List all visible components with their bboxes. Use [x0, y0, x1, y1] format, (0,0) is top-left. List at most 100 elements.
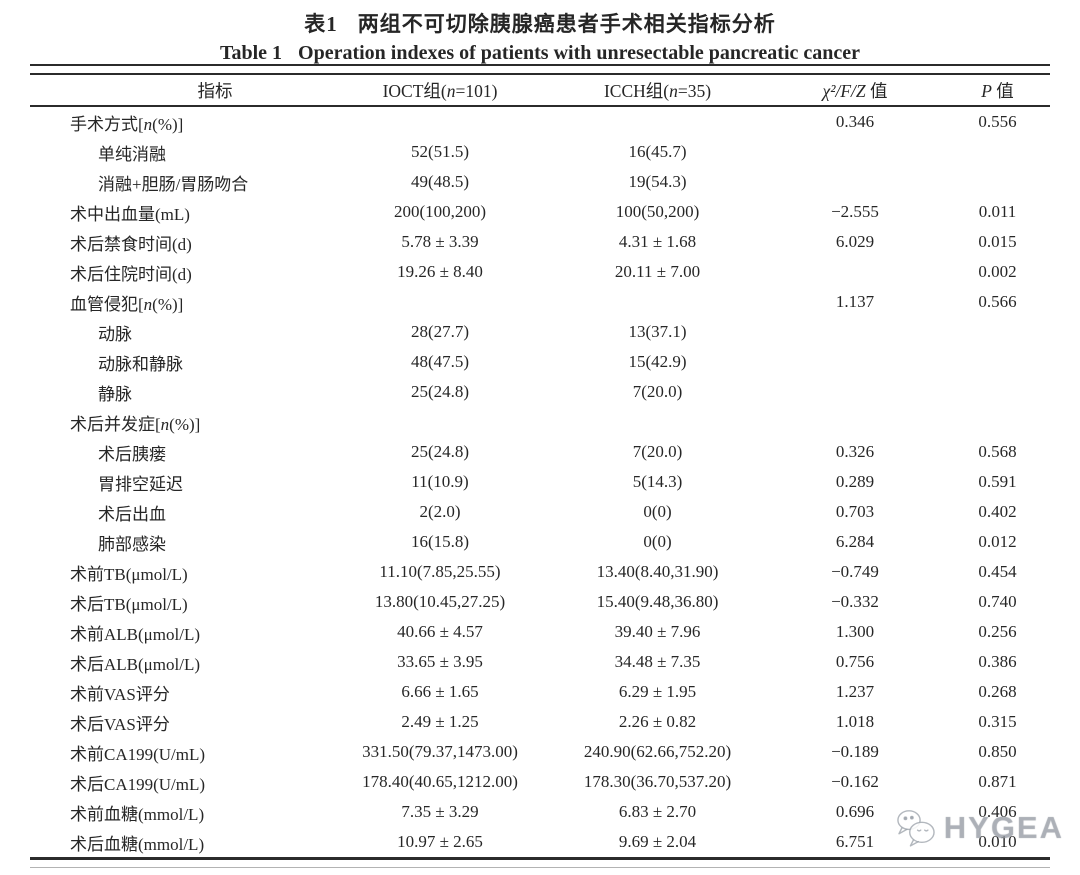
statistic-value: 0.346 [835, 112, 875, 131]
icch-value [550, 407, 765, 437]
row-label: 术中出血量(mL) [70, 204, 190, 224]
icch-value: 15(42.9) [628, 352, 687, 371]
table-bottom-rule [30, 857, 1050, 868]
row-label: 术后CA199(U/mL) [70, 774, 206, 794]
p-value: 0.002 [978, 262, 1017, 281]
p-value: 0.850 [978, 742, 1017, 761]
row-label: 术后并发症[n(%)] [70, 414, 201, 434]
table-body: 手术方式[n(%)] 0.346 0.556 单纯消融 52(51.5) 16(45.7)… [30, 106, 1050, 857]
ioct-value: 49(48.5) [410, 172, 470, 191]
ioct-value: 40.66 ± 4.57 [397, 622, 483, 641]
row-label: 术后VAS评分 [70, 714, 170, 734]
table-number-en: Table 1 [219, 42, 283, 64]
ioct-value: 33.65 ± 3.95 [397, 652, 483, 671]
row-label: 手术方式[n(%)] [70, 114, 184, 134]
ioct-value: 10.97 ± 2.65 [397, 832, 483, 851]
icch-value: 19(54.3) [628, 172, 687, 191]
icch-value: 6.29 ± 1.95 [618, 682, 697, 701]
icch-value: 4.31 ± 1.68 [618, 232, 697, 251]
table-row: 消融+胆肠/胃肠吻合 49(48.5) 19(54.3) [30, 167, 1050, 197]
table-row: 术前TB(μmol/L) 11.10(7.85,25.55) 13.40(8.40,… [30, 557, 1050, 587]
ioct-value: 19.26 ± 8.40 [397, 262, 483, 281]
icch-value: 0(0) [643, 502, 672, 521]
p-value: 0.256 [978, 622, 1017, 641]
p-value [945, 137, 1050, 167]
statistic-value: 0.696 [835, 802, 875, 821]
row-label: 动脉 [98, 324, 132, 344]
row-label: 术后胰瘘 [98, 444, 166, 464]
icch-value: 15.40(9.48,36.80) [596, 592, 719, 611]
icch-value: 6.83 ± 2.70 [618, 802, 697, 821]
table-row: 术前ALB(μmol/L) 40.66 ± 4.57 39.40 ± 7.96 1.3… [30, 617, 1050, 647]
statistic-value: 1.018 [835, 712, 875, 731]
p-value: 0.402 [978, 502, 1017, 521]
icch-value: 240.90(62.66,752.20) [583, 742, 732, 761]
ioct-value: 48(47.5) [410, 352, 470, 371]
p-value: 0.568 [978, 442, 1017, 461]
p-value: 0.566 [978, 292, 1017, 311]
row-label: 静脉 [98, 384, 132, 404]
table-row: 术后血糖(mmol/L) 10.97 ± 2.65 9.69 ± 2.04 6.751… [30, 827, 1050, 857]
p-value [945, 407, 1050, 437]
p-value: 0.740 [978, 592, 1017, 611]
icch-value: 39.40 ± 7.96 [614, 622, 701, 641]
statistic-value: −0.162 [831, 772, 879, 791]
p-value [945, 377, 1050, 407]
table-row: 动脉 28(27.7) 13(37.1) [30, 317, 1050, 347]
p-value: 0.386 [978, 652, 1017, 671]
table-header-row: 指标 IOCT组(n=101) ICCH组(n=35) χ²/F/Z 值 P 值 [30, 75, 1050, 107]
p-value: 0.871 [978, 772, 1017, 791]
p-value: 0.012 [978, 532, 1017, 551]
table-caption-zh: 两组不可切除胰腺癌患者手术相关指标分析 [357, 12, 776, 36]
ioct-value: 6.66 ± 1.65 [401, 682, 479, 701]
ioct-value: 7.35 ± 3.29 [401, 802, 479, 821]
table-row: 术后出血 2(2.0) 0(0) 0.703 0.402 [30, 497, 1050, 527]
row-label: 术后禁食时间(d) [70, 234, 192, 254]
row-label: 血管侵犯[n(%)] [70, 294, 184, 314]
p-value: 0.268 [978, 682, 1017, 701]
icch-value: 5(14.3) [632, 472, 683, 491]
table-number-zh: 表1 [304, 12, 338, 36]
ioct-value: 200(100,200) [393, 202, 487, 221]
table-row: 术后VAS评分 2.49 ± 1.25 2.26 ± 0.82 1.018 0.315 [30, 707, 1050, 737]
statistic-value [765, 167, 945, 197]
ioct-value: 13.80(10.45,27.25) [374, 592, 506, 611]
table-row: 术中出血量(mL) 200(100,200) 100(50,200) −2.555 0.… [30, 197, 1050, 227]
ioct-value [330, 287, 550, 317]
ioct-value: 25(24.8) [410, 442, 470, 461]
ioct-value [330, 407, 550, 437]
column-header-indicator: 指标 [30, 75, 330, 107]
table-row: 术后并发症[n(%)] [30, 407, 1050, 437]
table-row: 术后ALB(μmol/L) 33.65 ± 3.95 34.48 ± 7.35 0.7… [30, 647, 1050, 677]
statistic-value [765, 347, 945, 377]
row-label: 术后ALB(μmol/L) [70, 654, 200, 674]
statistic-value: 1.137 [835, 292, 875, 311]
row-label: 术后住院时间(d) [70, 264, 192, 284]
row-label: 术后出血 [98, 504, 166, 524]
statistic-value [765, 377, 945, 407]
p-value: 0.556 [978, 112, 1017, 131]
p-value: 0.315 [978, 712, 1017, 731]
table-caption-en: Operation indexes of patients with unres… [298, 42, 861, 64]
table-row: 术前血糖(mmol/L) 7.35 ± 3.29 6.83 ± 2.70 0.696 0… [30, 797, 1050, 827]
table-row: 术前VAS评分 6.66 ± 1.65 6.29 ± 1.95 1.237 0.268 [30, 677, 1050, 707]
row-label: 肺部感染 [98, 534, 166, 554]
p-value: 0.406 [978, 802, 1017, 821]
ioct-value: 2.49 ± 1.25 [401, 712, 479, 731]
table-row: 手术方式[n(%)] 0.346 0.556 [30, 106, 1050, 137]
ioct-value [330, 106, 550, 137]
table-row: 术前CA199(U/mL) 331.50(79.37,1473.00) 240.90… [30, 737, 1050, 767]
row-label: 术前ALB(μmol/L) [70, 624, 200, 644]
column-header-statistic: χ²/F/Z 值 [765, 75, 945, 107]
icch-value: 13(37.1) [628, 322, 687, 341]
ioct-value: 331.50(79.37,1473.00) [362, 742, 518, 761]
icch-value: 7(20.0) [632, 382, 683, 401]
p-value [945, 317, 1050, 347]
statistic-value: 6.284 [835, 532, 875, 551]
table-title-en: Table 1 Operation indexes of patients wit… [0, 42, 1080, 65]
table-row: 术后胰瘘 25(24.8) 7(20.0) 0.326 0.568 [30, 437, 1050, 467]
icch-value: 13.40(8.40,31.90) [596, 562, 719, 581]
column-header-ioct-group: IOCT组(n=101) [330, 75, 550, 107]
table-row: 术后禁食时间(d) 5.78 ± 3.39 4.31 ± 1.68 6.029 0.01… [30, 227, 1050, 257]
